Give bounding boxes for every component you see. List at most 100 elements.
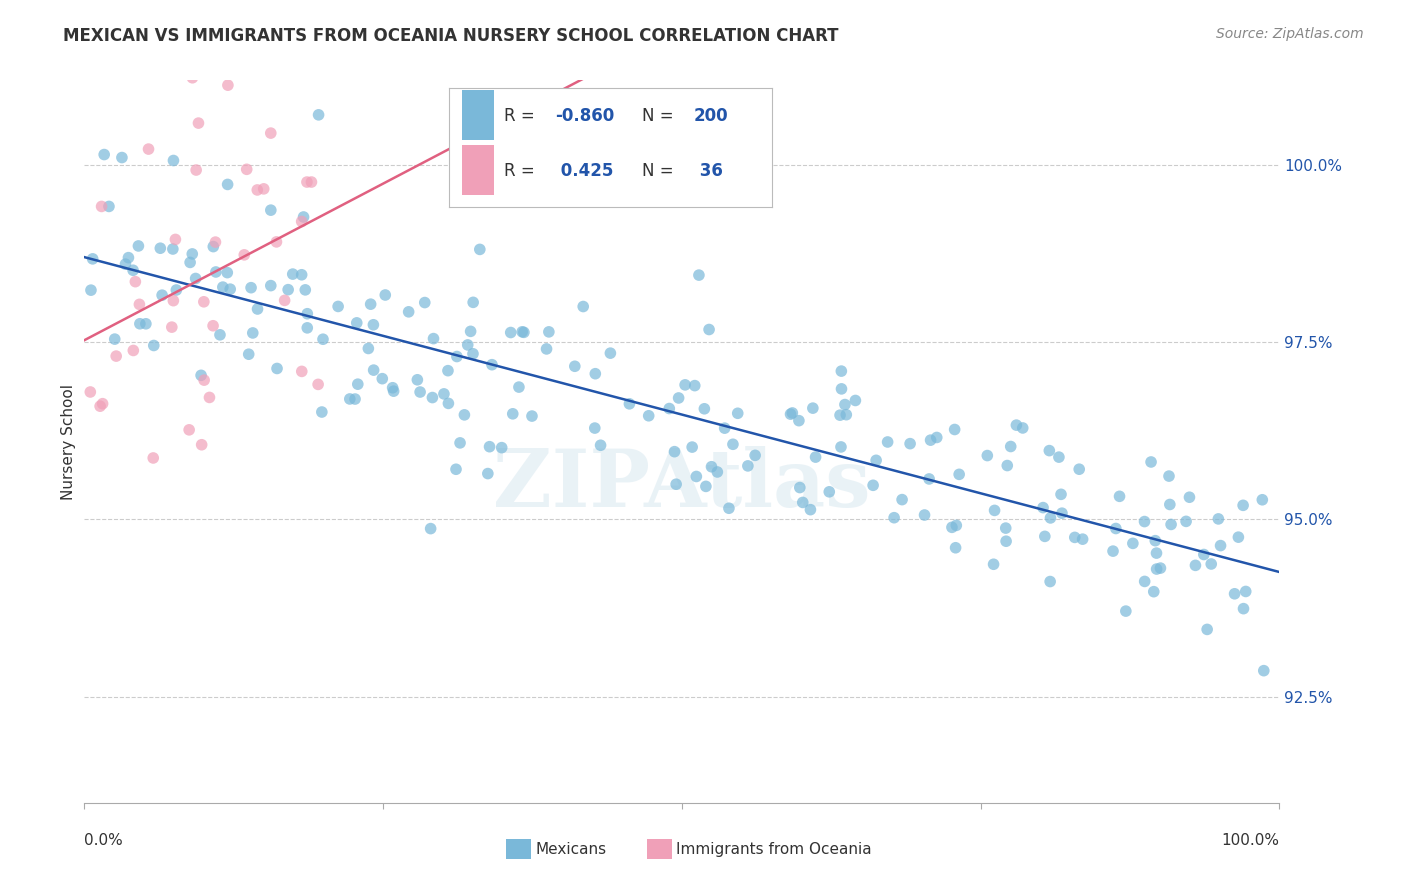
Point: [457, 338, 479, 352]
Point: [142, 450, 165, 465]
Point: [127, 239, 149, 253]
Point: [217, 178, 239, 192]
Point: [277, 283, 299, 297]
Point: [93, 147, 115, 161]
Text: MEXICAN VS IMMIGRANTS FROM OCEANIA NURSERY SCHOOL CORRELATION CHART: MEXICAN VS IMMIGRANTS FROM OCEANIA NURSE…: [63, 27, 839, 45]
Point: [1005, 418, 1028, 433]
Point: [834, 398, 856, 412]
Point: [111, 151, 134, 165]
Point: [1050, 506, 1073, 520]
Point: [1178, 490, 1201, 504]
Point: [381, 381, 404, 395]
Point: [572, 300, 595, 314]
Point: [914, 508, 936, 522]
Point: [294, 283, 316, 297]
Point: [520, 409, 543, 423]
Point: [90, 199, 112, 213]
Point: [437, 396, 460, 410]
Point: [1232, 499, 1254, 513]
Point: [128, 297, 150, 311]
Point: [792, 495, 814, 509]
Point: [291, 364, 314, 378]
Point: [1146, 546, 1168, 560]
Point: [82, 252, 104, 266]
Point: [204, 235, 226, 249]
Point: [668, 391, 690, 405]
Point: [1102, 544, 1125, 558]
Point: [891, 492, 914, 507]
Point: [295, 175, 318, 189]
Point: [433, 387, 456, 401]
Point: [246, 301, 269, 316]
Point: [1208, 512, 1230, 526]
Point: [382, 384, 405, 399]
Point: [463, 295, 485, 310]
Point: [240, 281, 263, 295]
Point: [835, 408, 858, 422]
Point: [422, 391, 444, 405]
Point: [413, 295, 436, 310]
Point: [1253, 664, 1275, 678]
Point: [217, 266, 239, 280]
Point: [198, 391, 221, 405]
Point: [865, 453, 887, 467]
Point: [1000, 440, 1022, 454]
Point: [918, 472, 941, 486]
Point: [311, 405, 333, 419]
Text: Source: ZipAtlas.com: Source: ZipAtlas.com: [1216, 27, 1364, 41]
Point: [828, 408, 851, 422]
Point: [308, 108, 330, 122]
Point: [583, 421, 606, 435]
Point: [460, 324, 482, 338]
Point: [693, 401, 716, 416]
Point: [1047, 450, 1070, 464]
Point: [477, 467, 499, 481]
Point: [1157, 469, 1180, 483]
Point: [79, 384, 101, 399]
Point: [1143, 584, 1166, 599]
Point: [449, 436, 471, 450]
Point: [1144, 533, 1167, 548]
Point: [1115, 604, 1137, 618]
Point: [205, 265, 228, 279]
Point: [721, 437, 744, 451]
Point: [717, 501, 740, 516]
Point: [664, 444, 686, 458]
Point: [945, 541, 967, 555]
Point: [513, 326, 536, 340]
Point: [799, 502, 821, 516]
Point: [1251, 492, 1274, 507]
Point: [1133, 574, 1156, 589]
Point: [862, 478, 884, 492]
Point: [1063, 530, 1085, 544]
Text: 100.0%: 100.0%: [1222, 833, 1279, 848]
Point: [920, 433, 942, 447]
Point: [260, 126, 283, 140]
Point: [508, 380, 530, 394]
Point: [297, 321, 319, 335]
Point: [727, 406, 749, 420]
Point: [238, 347, 260, 361]
Point: [945, 518, 967, 533]
Point: [876, 434, 898, 449]
Point: [697, 322, 720, 336]
Point: [339, 392, 361, 406]
Point: [478, 440, 501, 454]
Point: [948, 467, 970, 482]
Point: [217, 78, 239, 92]
Point: [291, 268, 314, 282]
Point: [499, 326, 522, 340]
Point: [193, 294, 215, 309]
Point: [422, 332, 444, 346]
Point: [446, 350, 468, 364]
Point: [162, 153, 184, 168]
Point: [683, 378, 706, 392]
Point: [326, 300, 349, 314]
Point: [124, 275, 146, 289]
Point: [681, 440, 703, 454]
Point: [1050, 487, 1073, 501]
Point: [89, 399, 111, 413]
Point: [122, 343, 145, 358]
Point: [589, 438, 612, 452]
Point: [1122, 536, 1144, 550]
